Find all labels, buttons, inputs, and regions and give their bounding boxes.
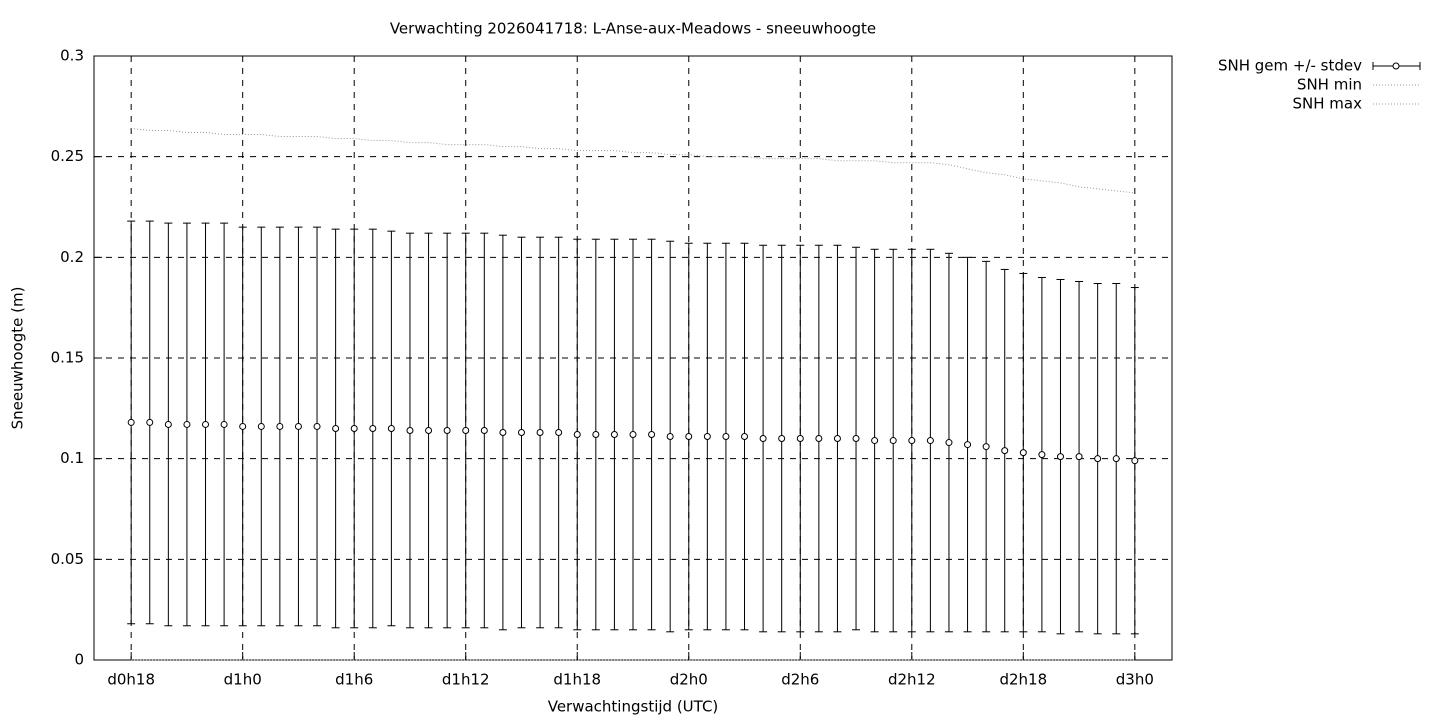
y-axis-label: Sneeuwhoogte (m) [9,287,27,430]
mean-point [926,437,934,445]
mean-point [425,426,433,434]
mean-point [852,435,860,443]
mean-point [499,428,507,436]
mean-point [406,426,414,434]
mean-point [1038,451,1046,459]
mean-point [741,433,749,441]
mean-point [443,426,451,434]
y-tick-label: 0.3 [60,47,84,65]
mean-point [555,428,563,436]
mean-point [220,420,228,428]
x-tick-label: d1h0 [224,671,262,689]
x-tick-label: d3h0 [1116,671,1154,689]
mean-point [833,435,841,443]
mean-point [387,424,395,432]
mean-point [982,443,990,451]
x-tick-label: d2h12 [888,671,936,689]
mean-point [164,420,172,428]
mean-point [350,424,358,432]
mean-point [815,435,823,443]
mean-point [573,431,581,439]
legend-label: SNH max [1293,95,1363,113]
y-tick-label: 0.05 [51,550,84,568]
mean-point [1094,455,1102,463]
legend-label: SNH gem +/- stdev [1218,57,1362,75]
mean-point [276,422,284,430]
legend-label: SNH min [1297,76,1362,94]
legend-swatch [1392,62,1400,70]
mean-point [1112,455,1120,463]
x-tick-label: d2h0 [670,671,708,689]
y-tick-label: 0.25 [51,147,84,165]
mean-point [536,428,544,436]
mean-point [313,422,321,430]
mean-point [1056,453,1064,461]
mean-point [592,431,600,439]
mean-point [610,431,618,439]
mean-point [462,426,470,434]
mean-point [1019,449,1027,457]
mean-point [1075,453,1083,461]
mean-point [703,433,711,441]
mean-point [889,437,897,445]
x-tick-label: d1h18 [553,671,601,689]
mean-point [294,422,302,430]
mean-point [127,418,135,426]
mean-point [517,428,525,436]
x-tick-label: d1h12 [442,671,490,689]
y-tick-label: 0 [74,651,84,669]
mean-point [964,441,972,449]
mean-point [685,433,693,441]
mean-point [871,437,879,445]
mean-point [1001,447,1009,455]
mean-point [796,435,804,443]
mean-point [332,424,340,432]
y-tick-label: 0.15 [51,349,84,367]
mean-point [257,422,265,430]
x-tick-label: d2h18 [999,671,1047,689]
mean-point [759,435,767,443]
mean-point [183,420,191,428]
x-tick-label: d1h6 [335,671,373,689]
mean-point [722,433,730,441]
mean-point [908,437,916,445]
mean-point [648,431,656,439]
mean-point [666,433,674,441]
mean-point [239,422,247,430]
mean-point [1131,457,1139,465]
chart-title: Verwachting 2026041718: L-Anse-aux-Meado… [390,20,876,38]
data-line [131,127,1135,194]
mean-point [202,420,210,428]
mean-point [146,418,154,426]
mean-point [369,424,377,432]
mean-point [480,426,488,434]
y-tick-label: 0.1 [60,449,84,467]
mean-point [945,439,953,447]
y-tick-label: 0.2 [60,248,84,266]
x-tick-label: d0h18 [107,671,155,689]
mean-point [778,435,786,443]
mean-point [629,431,637,439]
x-axis-label: Verwachtingstijd (UTC) [548,698,719,716]
x-tick-label: d2h6 [781,671,819,689]
